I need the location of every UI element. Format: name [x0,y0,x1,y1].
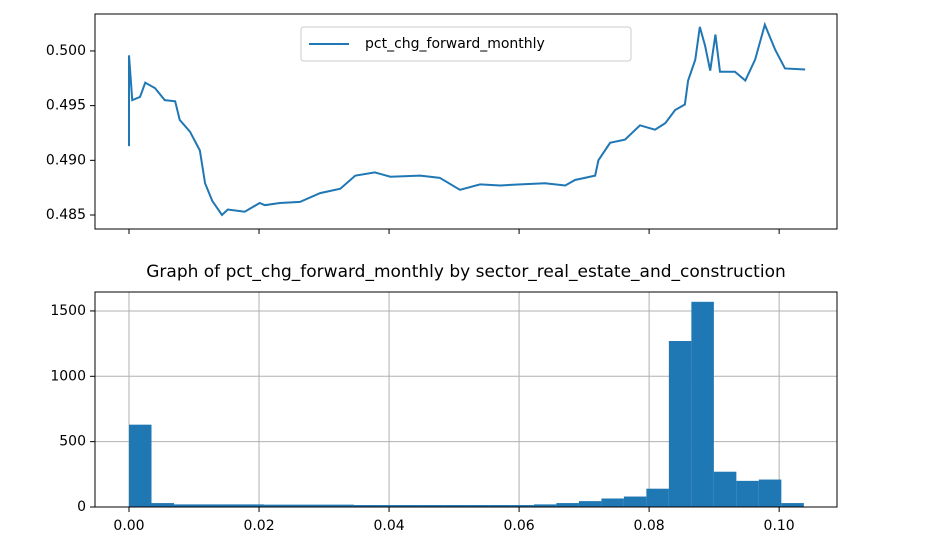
legend-label: pct_chg_forward_monthly [365,36,545,52]
bar [286,504,309,507]
bar [578,501,602,507]
bar [736,480,759,507]
bar [781,503,804,507]
bar [241,504,264,507]
x-tick-label: 0.04 [373,518,404,534]
x-tick-label: 0.10 [764,518,795,534]
bar [151,503,174,507]
y-tick-label: 0.495 [46,98,86,114]
y-tick-label: 1500 [50,303,86,319]
bar [263,504,287,507]
bar [623,496,647,507]
bar [421,505,444,507]
y-tick-label: 0.490 [46,152,86,168]
plot-frame [94,291,838,508]
bar [218,504,242,507]
plot-frame [94,13,838,230]
bar [129,424,152,507]
y-tick-label: 1000 [50,368,86,384]
bar [443,505,467,507]
bar [488,505,512,507]
bar [646,488,669,507]
bar [713,471,737,507]
y-tick-label: 0.485 [46,207,86,223]
x-tick-label: 0.02 [243,518,274,534]
x-tick-label: 0.08 [634,518,665,534]
bar [196,504,219,507]
bar [173,504,197,507]
bar [511,505,534,507]
chart-title: Graph of pct_chg_forward_monthly by sect… [146,262,786,282]
legend-box [300,26,632,62]
bar [601,498,624,507]
bar [398,505,422,507]
bar [353,505,377,507]
bar [691,301,714,507]
bar [308,504,332,507]
bar [758,479,782,507]
y-tick-label: 500 [59,434,86,450]
x-tick-label: 0.00 [113,518,144,534]
bar [533,504,557,507]
line [128,21,806,217]
y-tick-label: 0.500 [46,43,86,59]
bar [466,505,489,507]
bar [556,503,579,507]
bar [331,504,354,507]
bar [376,505,399,507]
x-tick-label: 0.06 [503,518,534,534]
y-tick-label: 0 [77,499,86,515]
bar [668,341,692,507]
